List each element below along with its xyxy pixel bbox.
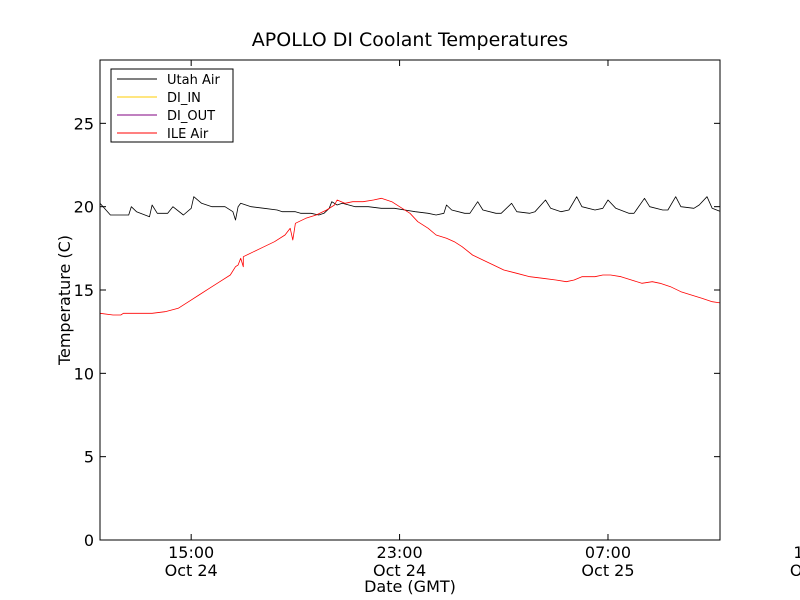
x-tick-label-date: Oct 24 xyxy=(165,561,218,580)
legend-box xyxy=(110,68,234,143)
legend-label-ile-air: ILE Air xyxy=(167,127,209,142)
y-tick-label: 10 xyxy=(74,364,94,383)
legend-label-di-in: DI_IN xyxy=(167,91,201,106)
x-tick-label-time: 15:00 xyxy=(168,543,214,562)
y-tick-label: 25 xyxy=(74,114,94,133)
x-tick-label-date: Oct 25 xyxy=(581,561,634,580)
y-axis-label: Temperature (C) xyxy=(55,235,74,366)
x-tick-label-date: Oct 24 xyxy=(373,561,426,580)
x-tick-label-time: 07:00 xyxy=(585,543,631,562)
x-tick-label-time: 15:00 xyxy=(793,543,800,562)
legend: Utah Air DI_IN DI_OUT ILE Air xyxy=(110,68,234,143)
series-line-utah-air xyxy=(100,196,720,221)
y-tick-label: 5 xyxy=(84,448,94,467)
y-tick-label: 20 xyxy=(74,198,94,217)
series-line-ile-air xyxy=(100,197,720,316)
x-axis-label: Date (GMT) xyxy=(364,577,456,596)
chart-title: APOLLO DI Coolant Temperatures xyxy=(252,29,568,51)
x-tick-label-date: Oct 25 xyxy=(790,561,800,580)
plot-frame xyxy=(99,59,721,541)
legend-label-utah-air: Utah Air xyxy=(167,73,220,88)
series-layer xyxy=(100,196,720,316)
y-tick-label: 15 xyxy=(74,281,94,300)
legend-label-di-out: DI_OUT xyxy=(167,109,215,124)
x-tick-label-time: 23:00 xyxy=(377,543,423,562)
y-tick-label: 0 xyxy=(84,531,94,550)
